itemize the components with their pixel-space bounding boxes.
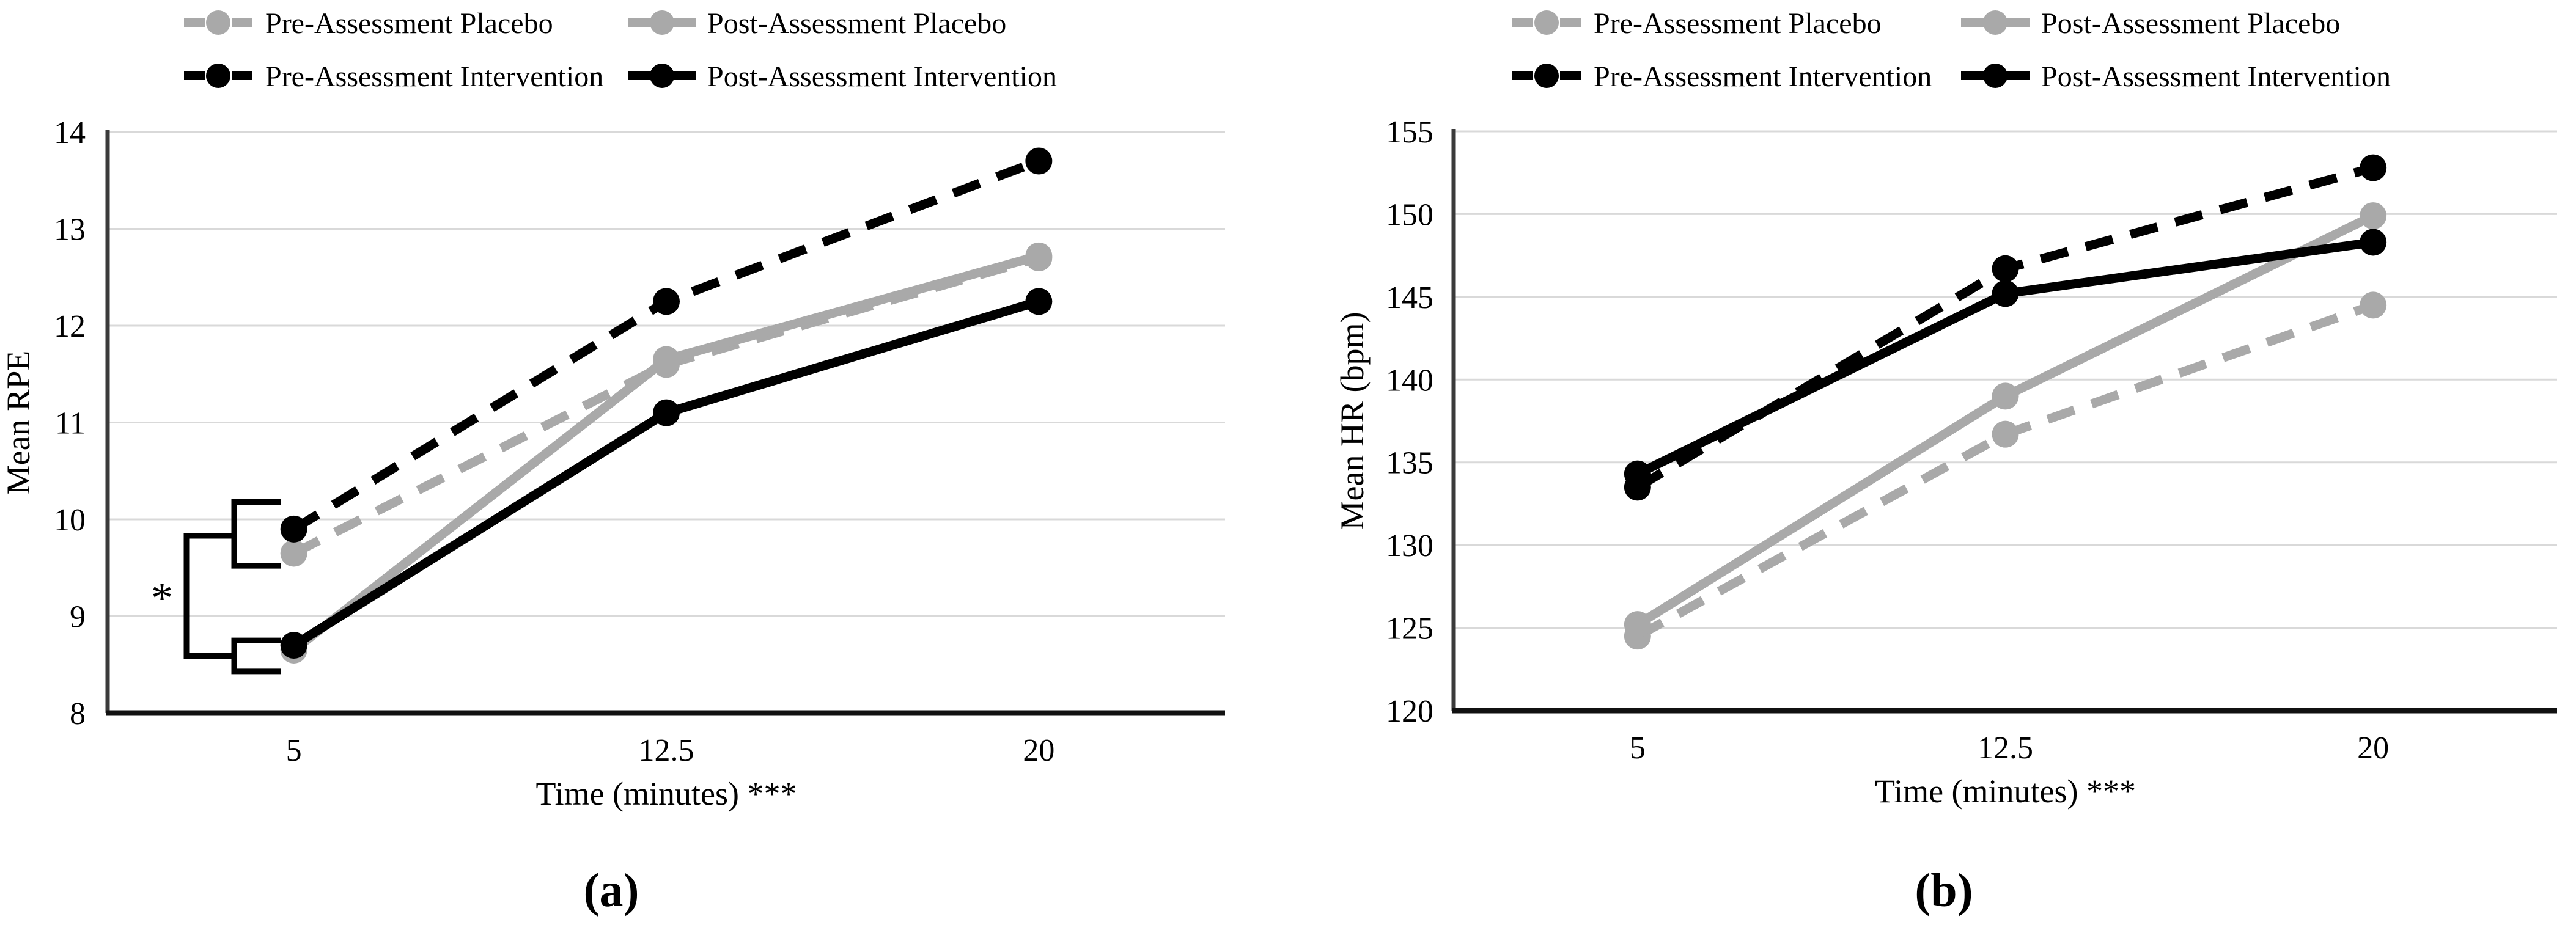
y-tick-label: 10 xyxy=(54,503,86,538)
legend-label: Pre-Assessment Intervention xyxy=(265,60,603,93)
legend-item-pre-assessment-intervention: Pre-Assessment Intervention xyxy=(184,60,603,93)
legend-item-pre-assessment-intervention: Pre-Assessment Intervention xyxy=(1512,60,1932,93)
legend-swatch-marker xyxy=(1534,64,1559,88)
legend-label: Post-Assessment Placebo xyxy=(2041,7,2340,40)
series-line-post-assessment-placebo xyxy=(291,251,1040,654)
data-point-post-assessment-intervention xyxy=(1624,460,1651,488)
y-tick-label: 155 xyxy=(1386,115,1433,150)
legend-item-pre-assessment-placebo: Pre-Assessment Placebo xyxy=(184,7,553,40)
y-tick-label: 125 xyxy=(1386,612,1433,646)
data-point-pre-assessment-intervention xyxy=(653,288,680,315)
y-tick-label: 150 xyxy=(1386,197,1433,232)
legend-swatch-marker xyxy=(206,64,230,88)
chart-b: 120 125 130 135 140 145 150 155 Mean HR (bpm) 5 12… xyxy=(1334,7,2557,810)
significance-asterisk: * xyxy=(151,574,173,623)
x-axis-title: Time (minutes) *** xyxy=(1875,773,2136,810)
y-tick-label: 9 xyxy=(70,600,86,635)
data-point-post-assessment-intervention xyxy=(1992,280,2019,307)
data-point-post-assessment-placebo xyxy=(2360,202,2387,230)
data-point-pre-assessment-placebo xyxy=(1992,420,2019,448)
data-point-post-assessment-placebo xyxy=(653,346,680,373)
data-point-post-assessment-placebo xyxy=(1992,382,2019,410)
significance-bracket-outer xyxy=(183,533,234,659)
data-point-post-assessment-intervention xyxy=(1025,288,1053,315)
data-point-pre-assessment-intervention xyxy=(1992,255,2019,282)
data-point-pre-assessment-intervention xyxy=(1025,147,1053,175)
legend-swatch-marker xyxy=(206,10,230,35)
caption-b: (b) xyxy=(1915,863,1973,917)
legend-item-post-assessment-placebo: Post-Assessment Placebo xyxy=(628,7,1006,40)
legend-swatch-marker xyxy=(1983,64,2007,88)
legend-swatch-marker xyxy=(1534,10,1559,35)
data-point-post-assessment-intervention xyxy=(2360,229,2387,256)
legend-item-post-assessment-intervention: Post-Assessment Intervention xyxy=(1961,60,2391,93)
legend: Pre-Assessment Placebo Post-Assessment Pl… xyxy=(1512,7,2391,93)
legend-swatch-marker xyxy=(650,64,674,88)
data-point-post-assessment-intervention xyxy=(280,632,307,659)
legend-label: Post-Assessment Placebo xyxy=(707,7,1006,40)
chart-a: 8 9 10 11 12 13 14 Mean RPE 5 12.5 20 Time (minutes… xyxy=(0,7,1225,812)
x-tick-label: 12.5 xyxy=(639,733,694,768)
y-axis-title: Mean RPE xyxy=(0,351,37,495)
legend-label: Pre-Assessment Placebo xyxy=(1594,7,1882,40)
legend-item-post-assessment-placebo: Post-Assessment Placebo xyxy=(1961,7,2340,40)
y-tick-label: 11 xyxy=(55,406,86,441)
data-point-post-assessment-placebo xyxy=(1624,611,1651,638)
legend-label: Post-Assessment Intervention xyxy=(2041,60,2391,93)
y-tick-label: 135 xyxy=(1386,446,1433,481)
data-point-post-assessment-placebo xyxy=(1025,242,1053,269)
legend-label: Pre-Assessment Placebo xyxy=(265,7,553,40)
significance-bracket-group xyxy=(231,637,281,675)
data-point-pre-assessment-placebo xyxy=(2360,291,2387,319)
y-tick-label: 140 xyxy=(1386,363,1433,398)
caption-a: (a) xyxy=(583,863,639,917)
x-tick-label: 20 xyxy=(2357,731,2389,766)
series-line-pre-assessment-intervention xyxy=(291,156,1040,533)
x-axis-title: Time (minutes) *** xyxy=(535,775,797,812)
data-point-pre-assessment-placebo xyxy=(280,540,307,567)
legend-swatch-marker xyxy=(650,10,674,35)
x-tick-label: 5 xyxy=(286,733,302,768)
y-tick-label: 14 xyxy=(54,115,86,150)
data-point-pre-assessment-intervention xyxy=(2360,154,2387,181)
series-line-pre-assessment-placebo xyxy=(1635,301,2375,640)
y-tick-label: 13 xyxy=(54,213,86,247)
x-tick-label: 20 xyxy=(1023,733,1054,768)
data-point-pre-assessment-intervention xyxy=(280,515,307,543)
data-point-post-assessment-intervention xyxy=(653,399,680,426)
legend-swatch-marker xyxy=(1983,10,2007,35)
y-tick-label: 8 xyxy=(70,697,86,731)
y-tick-label: 130 xyxy=(1386,529,1433,563)
y-tick-label: 120 xyxy=(1386,694,1433,729)
y-axis-title: Mean HR (bpm) xyxy=(1334,312,1371,530)
y-tick-label: 145 xyxy=(1386,280,1433,315)
significance-bracket-group xyxy=(231,499,281,569)
legend: Pre-Assessment Placebo Post-Assessment Pl… xyxy=(184,7,1057,93)
legend-item-post-assessment-intervention: Post-Assessment Intervention xyxy=(628,60,1057,93)
x-tick-label: 5 xyxy=(1630,731,1646,766)
x-tick-label: 12.5 xyxy=(1978,731,2033,766)
legend-item-pre-assessment-placebo: Pre-Assessment Placebo xyxy=(1512,7,1882,40)
y-tick-label: 12 xyxy=(54,309,86,344)
legend-label: Post-Assessment Intervention xyxy=(707,60,1057,93)
legend-label: Pre-Assessment Intervention xyxy=(1594,60,1932,93)
